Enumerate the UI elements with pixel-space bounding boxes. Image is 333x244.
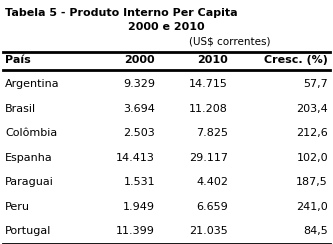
Text: 1.949: 1.949 <box>123 202 155 212</box>
Text: 57,7: 57,7 <box>303 79 328 89</box>
Text: Brasil: Brasil <box>5 104 36 114</box>
Text: 14.715: 14.715 <box>189 79 228 89</box>
Text: 187,5: 187,5 <box>296 177 328 187</box>
Text: 6.659: 6.659 <box>196 202 228 212</box>
Text: 2000: 2000 <box>124 55 155 65</box>
Text: 2000 e 2010: 2000 e 2010 <box>128 22 204 32</box>
Text: 7.825: 7.825 <box>196 128 228 138</box>
Text: 212,6: 212,6 <box>296 128 328 138</box>
Text: 3.694: 3.694 <box>123 104 155 114</box>
Text: Argentina: Argentina <box>5 79 60 89</box>
Text: 84,5: 84,5 <box>303 226 328 236</box>
Text: Colômbia: Colômbia <box>5 128 57 138</box>
Text: Espanha: Espanha <box>5 153 53 163</box>
Text: 11.399: 11.399 <box>116 226 155 236</box>
Text: 21.035: 21.035 <box>189 226 228 236</box>
Text: 241,0: 241,0 <box>296 202 328 212</box>
Text: 29.117: 29.117 <box>189 153 228 163</box>
Text: 2.503: 2.503 <box>123 128 155 138</box>
Text: Portugal: Portugal <box>5 226 51 236</box>
Text: Peru: Peru <box>5 202 30 212</box>
Text: 102,0: 102,0 <box>296 153 328 163</box>
Text: Tabela 5 - Produto Interno Per Capita: Tabela 5 - Produto Interno Per Capita <box>5 8 238 18</box>
Text: 1.531: 1.531 <box>123 177 155 187</box>
Text: 2010: 2010 <box>197 55 228 65</box>
Text: 11.208: 11.208 <box>189 104 228 114</box>
Text: Paraguai: Paraguai <box>5 177 54 187</box>
Text: 4.402: 4.402 <box>196 177 228 187</box>
Text: País: País <box>5 55 31 65</box>
Text: 14.413: 14.413 <box>116 153 155 163</box>
Text: (US$ correntes): (US$ correntes) <box>189 37 271 47</box>
Text: 9.329: 9.329 <box>123 79 155 89</box>
Text: 203,4: 203,4 <box>296 104 328 114</box>
Text: Cresc. (%): Cresc. (%) <box>264 55 328 65</box>
